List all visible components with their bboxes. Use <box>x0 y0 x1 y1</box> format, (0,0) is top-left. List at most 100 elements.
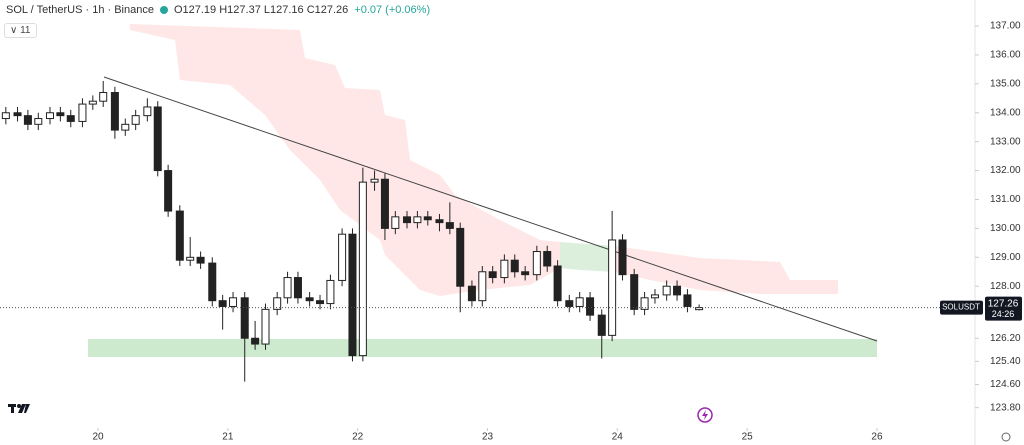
candle-body <box>456 227 465 287</box>
candle-body <box>586 297 595 316</box>
y-tick-label: 133.00 <box>990 136 1021 147</box>
cloud-green <box>560 242 615 272</box>
candle-body <box>488 271 497 279</box>
y-tick-label: 128.00 <box>990 281 1021 292</box>
y-tick-label: 123.80 <box>990 402 1021 413</box>
cloud <box>615 246 838 294</box>
candle-body <box>143 106 152 117</box>
y-tick-label: 136.00 <box>990 50 1021 61</box>
candle-body <box>229 297 238 307</box>
candle-body <box>467 285 476 302</box>
x-tick-label: 21 <box>222 432 234 443</box>
change: +0.07 (+0.06%) <box>354 4 431 16</box>
candle-body <box>348 233 357 357</box>
candle-body <box>121 123 130 131</box>
candle-body <box>618 239 627 276</box>
candle-body <box>608 239 617 336</box>
candle-body <box>358 181 367 357</box>
candle-body <box>273 297 282 310</box>
y-tick-label: 137.00 <box>990 21 1021 32</box>
trend-line <box>103 76 878 342</box>
alert-icon <box>702 410 708 420</box>
candle-body <box>208 262 217 302</box>
y-tick-label: 130.00 <box>990 223 1021 234</box>
candle-body <box>131 115 140 125</box>
candle-body <box>110 92 119 131</box>
candle-body <box>597 314 606 336</box>
candle-body <box>553 265 562 302</box>
symbol-title: SOL / TetherUS · 1h · Binance <box>6 4 154 16</box>
candle-body <box>532 251 541 276</box>
x-tick-label: 22 <box>352 432 364 443</box>
candle-body <box>445 222 454 229</box>
ohlc: O127.19 H127.37 L127.16 C127.26 <box>173 4 349 16</box>
candle-body <box>56 112 65 117</box>
countdown: 24:26 <box>992 309 1015 319</box>
candle-body <box>153 106 162 172</box>
y-tick-label: 124.60 <box>990 379 1021 390</box>
candle-body <box>240 297 249 339</box>
candle-body <box>435 219 444 224</box>
candle-body <box>251 337 260 345</box>
candle-body <box>45 112 54 120</box>
tv-logo <box>8 404 30 413</box>
alert-icon[interactable] <box>697 407 713 423</box>
y-tick-label: 135.00 <box>990 78 1021 89</box>
x-tick-label: 20 <box>92 432 104 443</box>
candle-body <box>305 297 314 302</box>
candle-body <box>640 297 649 310</box>
candle-body <box>423 216 432 221</box>
candle-body <box>293 277 302 299</box>
candle-body <box>78 103 87 122</box>
x-tick-label: 25 <box>742 432 754 443</box>
y-tick-label: 131.00 <box>990 194 1021 205</box>
candle-body <box>13 112 22 117</box>
candle-body <box>175 210 184 261</box>
candle-body <box>23 115 32 125</box>
candle-body <box>88 100 97 105</box>
indicator-toggle[interactable]: ∨ 11 <box>4 23 37 38</box>
candle-body <box>380 178 389 229</box>
candle-body <box>500 259 509 279</box>
x-tick-label: 23 <box>482 432 494 443</box>
candle-body <box>565 300 574 307</box>
y-tick-label: 126.20 <box>990 333 1021 344</box>
candle-body <box>478 271 487 302</box>
candle-body <box>186 256 195 261</box>
settings-icon[interactable] <box>1001 432 1011 442</box>
candle-body <box>34 118 43 125</box>
candle-body <box>510 259 519 273</box>
price-tag: 127.26 <box>988 298 1019 309</box>
support-zone <box>88 339 877 357</box>
symbol-tag: SOLUSDT <box>942 303 980 312</box>
y-tick-label: 125.40 <box>990 356 1021 367</box>
candle-body <box>413 216 422 224</box>
candle-body <box>391 216 400 229</box>
candle-body <box>261 308 270 345</box>
candle-body <box>316 300 325 305</box>
y-tick-label: 132.00 <box>990 165 1021 176</box>
candle-body <box>662 285 671 296</box>
y-tick-label: 129.00 <box>990 252 1021 263</box>
candle-body <box>338 233 347 281</box>
indicator-count: 11 <box>20 25 31 36</box>
candle-body <box>196 256 205 264</box>
candle-body <box>370 178 379 183</box>
candle-body <box>99 92 108 102</box>
candle-body <box>683 294 692 307</box>
status-dot <box>159 6 168 14</box>
candle-body <box>164 170 173 212</box>
candle-body <box>326 279 335 305</box>
candle-body <box>403 216 412 224</box>
candle-body <box>1 112 10 120</box>
candle-body <box>673 285 682 296</box>
candle-body <box>521 271 530 276</box>
candle-body <box>543 251 552 267</box>
symbol-tag-box <box>940 300 983 315</box>
y-tick-label: 134.00 <box>990 107 1021 118</box>
candle-body <box>650 294 659 299</box>
candle-body <box>630 274 639 310</box>
price-tag-box <box>985 296 1022 321</box>
